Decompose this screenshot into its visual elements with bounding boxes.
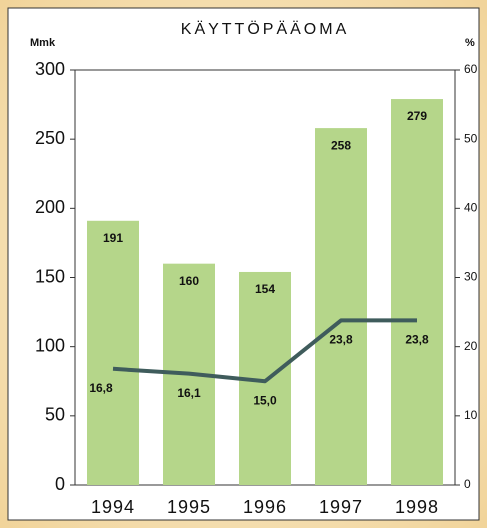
- y-tick-label: 100: [35, 335, 65, 355]
- y2-tick-label: 20: [464, 339, 478, 353]
- x-tick-label: 1996: [243, 497, 287, 517]
- y-tick-label: 300: [35, 59, 65, 79]
- line-value-label: 16,1: [177, 386, 201, 400]
- x-tick-label: 1998: [395, 497, 439, 517]
- y-tick-label: 50: [45, 405, 65, 425]
- line-value-label: 15,0: [253, 393, 277, 407]
- line-value-label: 16,8: [89, 381, 113, 395]
- x-tick-label: 1995: [167, 497, 211, 517]
- y2-axis-label: %: [465, 37, 475, 49]
- y2-tick-label: 30: [464, 270, 478, 284]
- x-tick-label: 1994: [91, 497, 135, 517]
- y-tick-label: 200: [35, 197, 65, 217]
- line-value-label: 23,8: [329, 333, 353, 347]
- bar: [391, 99, 443, 486]
- bar-value-label: 154: [255, 282, 275, 296]
- y-tick-label: 150: [35, 266, 65, 286]
- bar: [315, 128, 367, 485]
- y-tick-label: 250: [35, 128, 65, 148]
- y2-tick-label: 60: [464, 62, 478, 76]
- bar: [87, 220, 139, 486]
- chart-title: KÄYTTÖPÄÄOMA: [181, 20, 349, 38]
- x-tick-label: 1997: [319, 497, 363, 517]
- bar-value-label: 160: [179, 274, 199, 288]
- line-value-label: 23,8: [405, 333, 429, 347]
- bar-value-label: 279: [407, 109, 427, 123]
- y2-tick-label: 50: [464, 131, 478, 145]
- y2-tick-label: 0: [464, 477, 471, 491]
- bar-value-label: 258: [331, 138, 351, 152]
- line: [112, 318, 417, 384]
- bar-value-label: 191: [103, 231, 123, 245]
- y-axis-label: Mmk: [30, 37, 56, 49]
- y2-tick-label: 40: [464, 201, 478, 215]
- y-tick-label: 0: [55, 474, 65, 494]
- y2-tick-label: 10: [464, 408, 478, 422]
